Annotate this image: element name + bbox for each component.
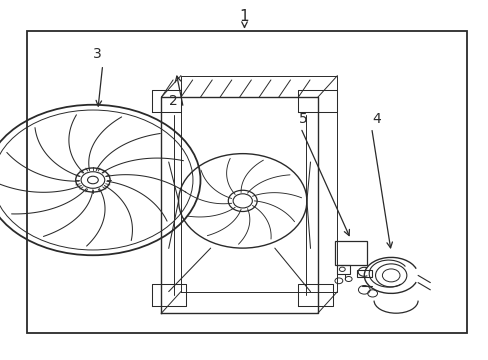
Bar: [337, 265, 349, 274]
Bar: [356, 270, 371, 277]
Text: 3: 3: [93, 47, 102, 61]
Text: 2: 2: [169, 94, 178, 108]
Bar: [27, 31, 466, 333]
Text: 5: 5: [298, 112, 307, 126]
Text: 4: 4: [371, 112, 380, 126]
Text: 1: 1: [239, 9, 249, 24]
Bar: [334, 241, 366, 265]
